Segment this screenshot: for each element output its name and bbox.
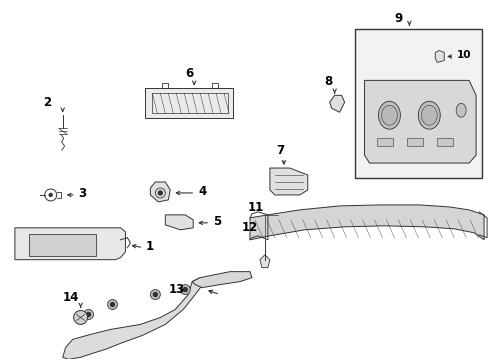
Text: 14: 14 [62,291,79,304]
Text: 2: 2 [42,96,51,109]
Polygon shape [249,205,483,240]
Circle shape [153,293,157,297]
Circle shape [180,285,190,294]
Bar [377,138,393,146]
Circle shape [183,288,187,292]
Text: 4: 4 [198,185,206,198]
Text: 10: 10 [456,50,471,60]
Ellipse shape [381,105,397,125]
Circle shape [107,300,117,310]
Text: 13: 13 [168,283,184,296]
Polygon shape [165,215,193,230]
Bar [436,138,452,146]
Ellipse shape [378,101,400,129]
Polygon shape [29,234,95,256]
Text: 3: 3 [79,188,86,201]
Circle shape [74,310,87,324]
Circle shape [150,289,160,300]
Polygon shape [260,255,269,268]
Text: 12: 12 [242,221,258,234]
Polygon shape [192,272,251,288]
Text: 5: 5 [213,215,221,228]
Text: 1: 1 [145,240,153,253]
Polygon shape [364,80,475,163]
Bar [354,28,481,178]
Polygon shape [329,95,344,112]
Text: 8: 8 [324,75,332,88]
Ellipse shape [421,105,436,125]
Circle shape [83,310,93,319]
Circle shape [158,191,162,195]
Polygon shape [150,182,170,202]
Circle shape [86,312,90,316]
Text: 9: 9 [394,12,402,25]
Ellipse shape [455,103,465,117]
Text: 11: 11 [247,201,264,215]
Polygon shape [269,168,307,195]
Polygon shape [434,50,443,62]
Circle shape [110,302,114,306]
Ellipse shape [417,101,439,129]
Circle shape [49,193,53,197]
Text: 7: 7 [275,144,284,157]
Bar [407,138,423,146]
Text: 6: 6 [185,67,193,80]
Polygon shape [145,88,233,118]
Polygon shape [62,278,203,359]
Polygon shape [15,228,125,260]
